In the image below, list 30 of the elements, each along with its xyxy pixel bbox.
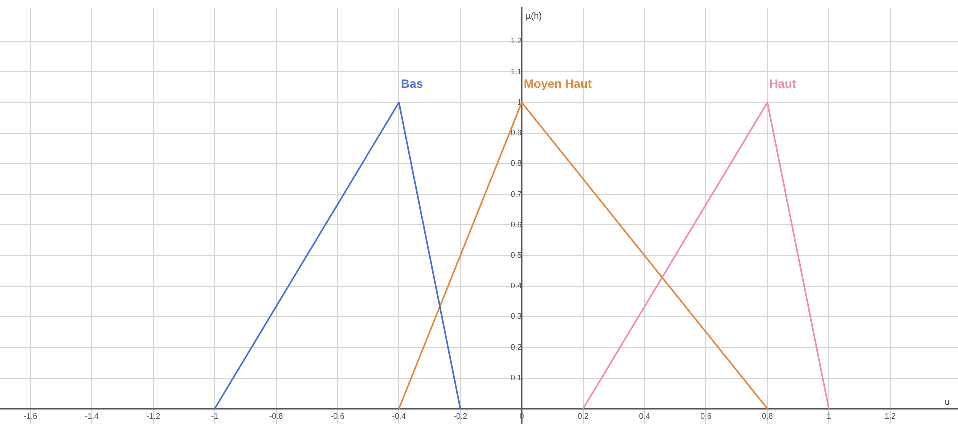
x-tick-label: -0.8 (269, 412, 284, 421)
y-tick-label: 0.2 (510, 342, 523, 352)
series-label: Haut (770, 77, 796, 92)
y-tick-label: 0.5 (510, 251, 523, 260)
x-axis-title: u (944, 396, 950, 407)
y-tick-label: 1.1 (510, 67, 523, 76)
y-tick-label: 0.7 (510, 190, 523, 199)
x-tick-label: -0.4 (392, 412, 407, 421)
x-tick-label: 0.6 (700, 412, 712, 421)
y-tick-label: 0.8 (510, 159, 523, 168)
y-tick-label: 0.9 (510, 128, 523, 138)
y-tick-label: 1.2 (510, 36, 523, 46)
x-tick-label: -1.6 (24, 412, 38, 421)
x-tick-label: 1.2 (884, 412, 897, 421)
x-tick-label: 0.4 (639, 412, 651, 421)
series-label: Moyen Haut (524, 77, 592, 92)
x-tick-label: -1.2 (146, 412, 161, 421)
y-tick-label: 0.3 (510, 312, 523, 322)
y-tick-label: 0.4 (510, 282, 523, 291)
y-tick-label: 0.1 (510, 373, 523, 382)
x-tick-label: -0.6 (330, 412, 346, 421)
series-label: Bas (401, 77, 424, 92)
x-tick-label: 0.8 (762, 412, 774, 421)
y-tick-label: 0.6 (510, 220, 523, 230)
x-tick-label: -1.4 (85, 412, 100, 421)
x-tick-label: -1 (211, 412, 220, 421)
x-tick-label: 1 (826, 412, 832, 421)
x-tick-label: -0.2 (454, 412, 468, 421)
x-tick-label: 0.2 (578, 412, 590, 421)
y-axis-title: µ(h) (526, 10, 542, 21)
